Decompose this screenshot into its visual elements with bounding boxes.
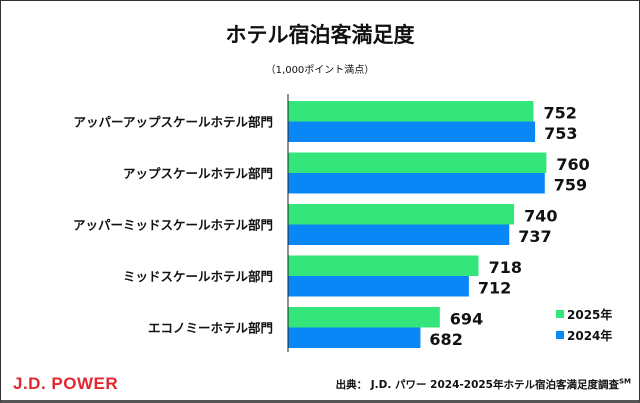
data-label: 753 (544, 124, 577, 143)
bar-2024年 (288, 276, 469, 297)
data-label: 737 (518, 227, 551, 246)
legend-label: 2025年 (567, 307, 612, 322)
bar-2024年 (288, 224, 510, 245)
category-label: エコノミーホテル部門 (148, 321, 273, 336)
category-label: アップスケールホテル部門 (123, 166, 273, 181)
data-label: 759 (554, 176, 587, 195)
bar-2024年 (288, 173, 545, 194)
legend-swatch (556, 331, 564, 339)
data-label: 682 (429, 330, 462, 349)
bar-2024年 (288, 327, 421, 348)
bar-2025年 (288, 307, 440, 328)
bar-2025年 (288, 255, 479, 276)
legend-label: 2024年 (567, 328, 612, 343)
legend-swatch (556, 310, 564, 318)
chart-title: ホテル宿泊客満足度 (225, 23, 415, 47)
data-label: 694 (450, 310, 483, 329)
bar-2025年 (288, 152, 547, 173)
category-label: ミッドスケールホテル部門 (123, 269, 273, 284)
data-label: 718 (489, 258, 522, 277)
data-label: 752 (543, 104, 576, 123)
jd-power-logo: J.D. POWER (13, 374, 119, 393)
source-text: 出典： J.D. パワー 2024-2025年ホテル宿泊客満足度調査 (335, 379, 619, 391)
source-note: 出典： J.D. パワー 2024-2025年ホテル宿泊客満足度調査SM (336, 377, 631, 392)
bar-2025年 (288, 101, 534, 122)
data-label: 760 (556, 155, 589, 174)
data-label: 712 (478, 279, 511, 298)
bar-2025年 (288, 204, 515, 225)
category-label: アッパーミッドスケールホテル部門 (73, 218, 273, 233)
service-mark: SM (618, 377, 631, 386)
chart-subtitle: （1,000ポイント満点） (265, 65, 375, 76)
category-label: アッパーアップスケールホテル部門 (73, 115, 273, 130)
bar-2024年 (288, 121, 536, 142)
data-label: 740 (524, 207, 557, 226)
